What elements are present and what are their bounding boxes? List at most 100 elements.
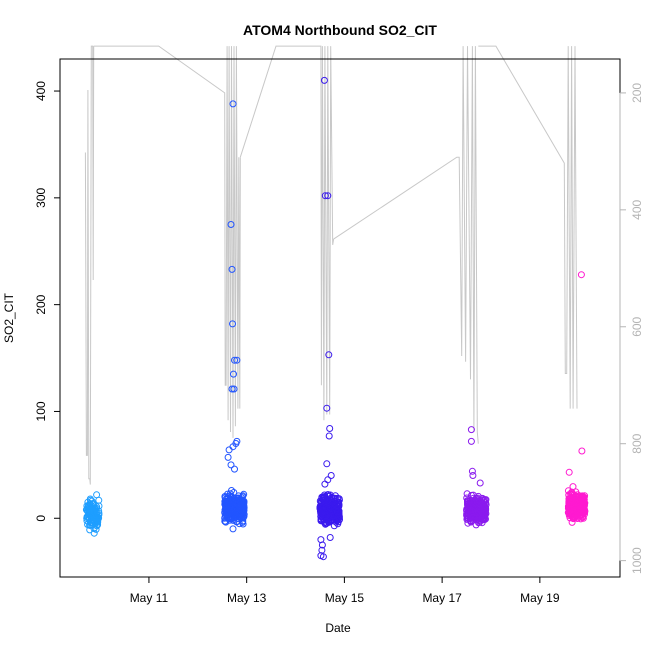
data-point [579, 513, 587, 521]
data-point-outlier [565, 468, 573, 476]
data-point-outlier [319, 553, 327, 561]
data-point [227, 513, 235, 521]
altitude-trace-layer [84, 45, 578, 485]
data-point [477, 513, 485, 521]
data-point [240, 499, 248, 507]
x-tick-label: May 13 [227, 591, 267, 605]
data-point-outlier [224, 453, 232, 461]
data-point-outlier [229, 100, 237, 108]
data-point [576, 505, 584, 513]
altitude-trace [333, 46, 479, 444]
data-point-outlier [231, 356, 238, 364]
scatter-points-layer [82, 76, 589, 561]
data-point-outlier [229, 320, 236, 328]
axes-layer: 0 100 200 300 400 200 400 600 800 1000 May 11 May 1… [34, 81, 644, 605]
data-point [326, 491, 334, 499]
data-point-outlier [90, 529, 98, 537]
data-point-outlier [578, 447, 586, 455]
data-point [472, 521, 480, 529]
data-point [223, 510, 231, 518]
data-point [233, 504, 241, 512]
data-point [88, 497, 96, 505]
data-point-outlier [577, 271, 585, 279]
data-point [464, 503, 472, 511]
x-tick-label: May 15 [325, 591, 365, 605]
secondary-tick-label: 400 [630, 200, 644, 220]
data-point-outlier [320, 76, 328, 84]
altitude-trace [478, 45, 578, 409]
data-point-outlier [228, 265, 236, 273]
data-point-outlier [467, 437, 475, 445]
altitude-trace [84, 45, 95, 485]
data-point [482, 510, 490, 518]
altitude-trace [239, 45, 335, 421]
secondary-tick-label: 200 [630, 83, 644, 103]
data-point [574, 514, 582, 522]
data-point-outlier [323, 460, 331, 468]
data-point [577, 515, 585, 523]
data-point [236, 510, 244, 518]
data-point [235, 520, 243, 528]
data-point [569, 483, 577, 491]
data-point [222, 501, 230, 509]
y-tick-label: 300 [34, 188, 48, 208]
data-point [317, 512, 325, 520]
data-point-outlier [326, 534, 334, 541]
y-tick-label: 400 [34, 81, 48, 101]
x-tick-label: May 11 [130, 591, 169, 605]
y-axis-label: SO2_CIT [2, 292, 16, 343]
y-tick-label: 100 [34, 401, 48, 421]
data-point [567, 500, 575, 508]
y-tick-label: 0 [34, 515, 48, 522]
data-point-outlier [476, 479, 484, 487]
data-point [565, 491, 573, 499]
data-point-outlier [323, 404, 331, 412]
data-point-outlier [318, 541, 326, 549]
secondary-tick-label: 600 [630, 316, 644, 336]
data-point-outlier [467, 426, 475, 434]
data-point-outlier [318, 546, 326, 554]
data-point-outlier [233, 356, 241, 364]
data-point-outlier [321, 480, 329, 488]
data-point [84, 503, 92, 510]
data-point-outlier [231, 465, 238, 473]
x-axis-label: Date [325, 621, 351, 635]
data-point [335, 495, 343, 503]
data-point [473, 498, 481, 506]
data-point-outlier [325, 432, 333, 440]
data-point-outlier [325, 351, 333, 359]
data-point [223, 513, 231, 521]
data-point [319, 494, 327, 502]
altitude-trace [93, 45, 241, 438]
data-point [322, 512, 330, 520]
data-point [322, 520, 330, 528]
data-point-outlier [230, 385, 238, 393]
x-tick-label: May 19 [520, 591, 560, 605]
data-point-outlier [324, 192, 332, 200]
data-point [321, 496, 329, 503]
data-point [317, 497, 325, 505]
data-point-outlier [468, 467, 476, 475]
data-point [235, 492, 242, 500]
data-point [482, 501, 490, 509]
data-point [90, 508, 98, 516]
data-point [568, 512, 576, 520]
secondary-tick-label: 800 [630, 433, 644, 453]
data-point [334, 499, 342, 507]
data-point-outlier [327, 472, 335, 479]
data-point [233, 517, 241, 525]
data-point [83, 514, 91, 522]
data-point [575, 513, 583, 521]
data-point [475, 503, 483, 511]
data-point [239, 492, 247, 500]
chart-title: ATOM4 Northbound SO2_CIT [243, 22, 437, 38]
data-point [569, 510, 577, 518]
data-point [85, 502, 93, 510]
data-point-outlier [84, 498, 92, 506]
data-point-outlier [225, 446, 233, 454]
data-point-outlier [229, 525, 237, 533]
data-point-outlier [324, 476, 332, 484]
data-point [466, 506, 474, 514]
data-point-outlier [227, 461, 235, 469]
